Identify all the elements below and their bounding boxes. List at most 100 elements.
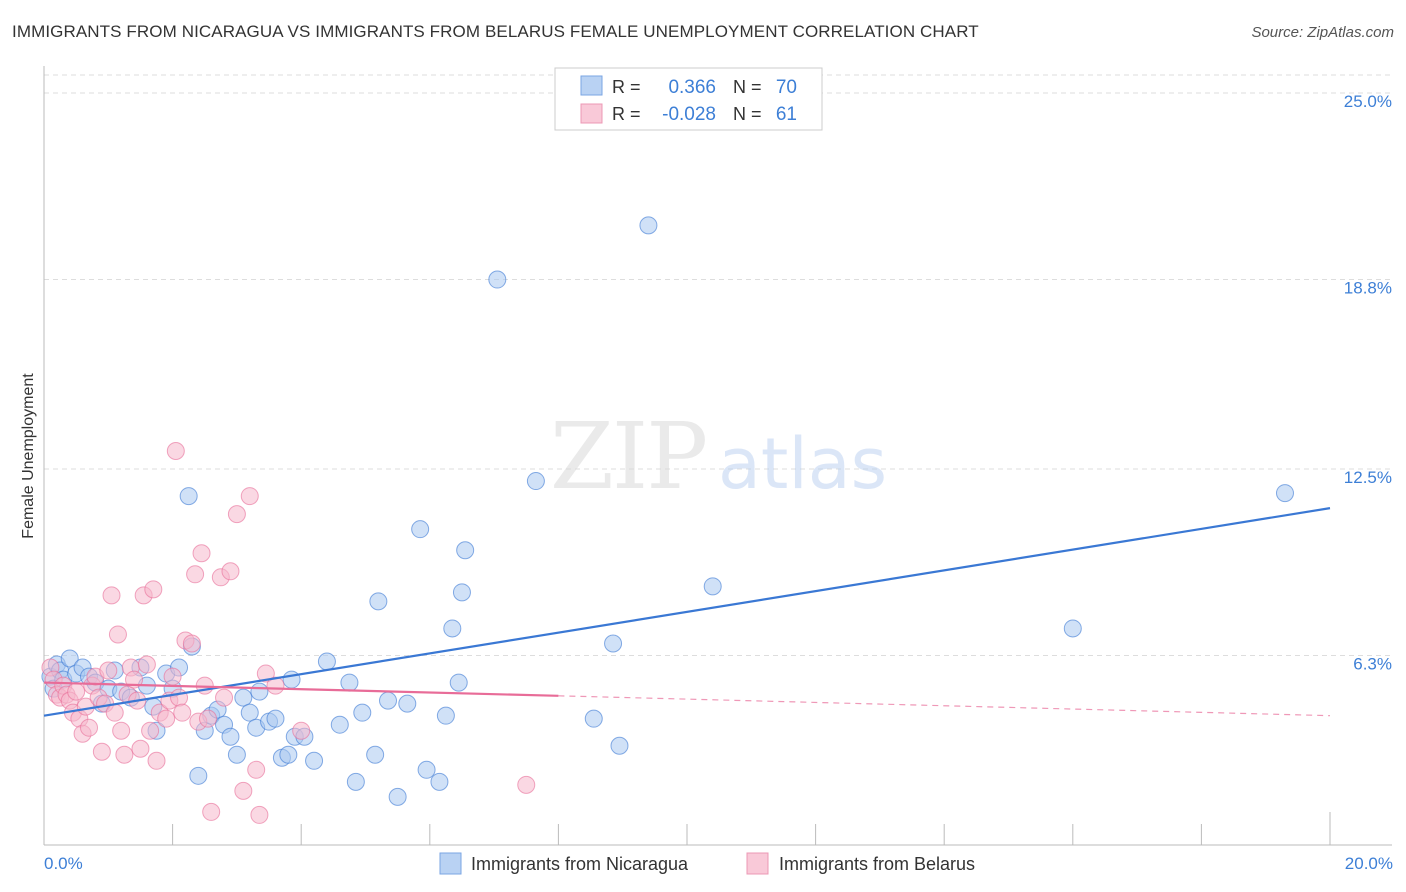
legend-label-nicaragua: Immigrants from Nicaragua (471, 854, 689, 874)
nicaragua-point (240, 703, 259, 722)
belarus-point (234, 781, 253, 800)
belarus-point (266, 676, 285, 695)
stats-r-value-blue: 0.366 (668, 77, 716, 98)
x-tick-labels: 0.0% 20.0% (44, 854, 1393, 873)
belarus-point (131, 739, 150, 758)
nicaragua-point (703, 577, 722, 596)
nicaragua-point (189, 766, 208, 785)
belarus-point (147, 751, 166, 770)
trend-line-nicaragua (43, 507, 1331, 717)
nicaragua-point (417, 760, 436, 779)
nicaragua-point (436, 706, 455, 725)
nicaragua-point (1063, 619, 1082, 638)
nicaragua-point (604, 634, 623, 653)
belarus-point (115, 745, 134, 764)
watermark: ZIP atlas (550, 403, 887, 510)
nicaragua-point (1275, 484, 1294, 503)
nicaragua-point (279, 745, 298, 764)
nicaragua-point (443, 619, 462, 638)
nicaragua-point (266, 709, 285, 728)
belarus-point (240, 487, 259, 506)
belarus-point (247, 760, 266, 779)
nicaragua-point (610, 736, 629, 755)
nicaragua-point (234, 688, 253, 707)
y-tick-label: 12.5% (1344, 468, 1392, 487)
belarus-point (157, 709, 176, 728)
belarus-point (256, 664, 275, 683)
nicaragua-point (369, 592, 388, 611)
trend-lines (43, 507, 1331, 717)
nicaragua-point (330, 715, 349, 734)
legend-swatch-belarus (746, 852, 769, 875)
legend-label-belarus: Immigrants from Belarus (779, 854, 975, 874)
belarus-point (250, 805, 269, 824)
stats-swatch-pink (580, 103, 603, 124)
nicaragua-point (60, 649, 79, 668)
nicaragua-point (340, 673, 359, 692)
nicaragua-point (346, 772, 365, 791)
grid-lines (44, 74, 1392, 657)
stats-r-value-pink: -0.028 (662, 104, 716, 125)
belarus-point (80, 718, 99, 737)
bottom-legend: Immigrants from Nicaragua Immigrants fro… (439, 852, 975, 875)
series-belarus-points (41, 441, 536, 824)
nicaragua-point (639, 216, 658, 235)
stats-legend-box: R = 0.366 N = 70 R = -0.028 N = 61 (554, 67, 823, 131)
belarus-point (105, 703, 124, 722)
legend-swatch-nicaragua (439, 852, 462, 875)
trend-line-belarus-extension (558, 695, 1331, 717)
nicaragua-point (282, 670, 301, 689)
stats-n-label-blue: N = (733, 77, 762, 97)
stats-r-label-blue: R = (612, 77, 641, 97)
belarus-point (141, 721, 160, 740)
nicaragua-point (449, 673, 468, 692)
nicaragua-point (488, 270, 507, 289)
stats-n-label-pink: N = (733, 104, 762, 124)
nicaragua-point (452, 583, 471, 602)
watermark-zip: ZIP (550, 403, 706, 510)
belarus-point (192, 544, 211, 563)
belarus-point (163, 667, 182, 686)
stats-n-value-pink: 61 (776, 104, 797, 125)
nicaragua-point (353, 703, 372, 722)
y-tick-labels: 6.3% 12.5% 18.8% 25.0% (1344, 92, 1392, 673)
trend-line-belarus (43, 681, 559, 697)
nicaragua-point (179, 487, 198, 506)
nicaragua-point (430, 772, 449, 791)
y-axis-label: Female Unemployment (20, 373, 37, 539)
nicaragua-point (526, 472, 545, 491)
y-tick-label: 18.8% (1344, 279, 1392, 298)
belarus-point (202, 802, 221, 821)
nicaragua-point (388, 787, 407, 806)
watermark-atlas: atlas (718, 423, 887, 505)
belarus-point (517, 775, 536, 794)
belarus-point (137, 655, 156, 674)
belarus-point (102, 586, 121, 605)
nicaragua-point (250, 682, 269, 701)
nicaragua-point (317, 652, 336, 671)
belarus-point (186, 565, 205, 584)
nicaragua-point (379, 691, 398, 710)
stats-r-label-pink: R = (612, 104, 641, 124)
belarus-point (170, 688, 189, 707)
x-tick-label: 0.0% (44, 854, 83, 873)
belarus-point (227, 505, 246, 524)
belarus-point (67, 682, 86, 701)
belarus-point (112, 721, 131, 740)
belarus-point (108, 625, 127, 644)
belarus-point (198, 709, 217, 728)
nicaragua-point (411, 520, 430, 539)
nicaragua-point (456, 541, 475, 560)
belarus-point (182, 634, 201, 653)
y-tick-label: 6.3% (1353, 655, 1392, 674)
belarus-point (99, 661, 118, 680)
nicaragua-point (305, 751, 324, 770)
belarus-point (173, 703, 192, 722)
belarus-point (221, 562, 240, 581)
nicaragua-point (227, 745, 246, 764)
belarus-point (215, 688, 234, 707)
belarus-point (292, 721, 311, 740)
stats-n-value-blue: 70 (776, 77, 797, 98)
belarus-point (92, 742, 111, 761)
